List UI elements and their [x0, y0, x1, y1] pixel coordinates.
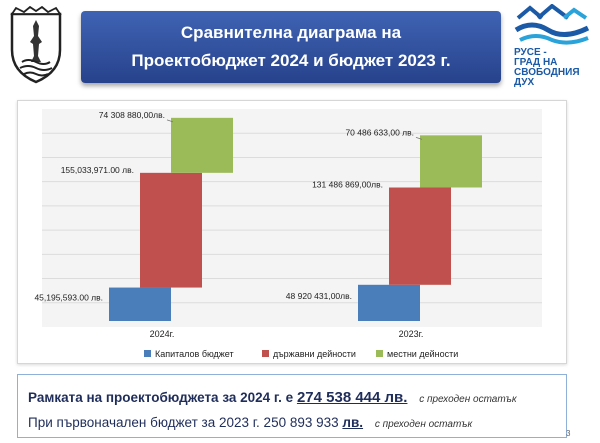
summary-line-2023: При първоначален бюджет за 2023 г. 250 8…	[28, 415, 472, 430]
data-label: 48 920 431,00лв.	[286, 291, 352, 301]
legend-label: държавни дейности	[273, 349, 356, 359]
bar-местни-дейности-2024г.	[171, 117, 233, 173]
summary-note-2024: с преходен остатък	[419, 394, 517, 405]
budget-summary-box: Рамката на проектобюджета за 2024 г. е 2…	[17, 374, 567, 438]
summary-unit-2023: лв.	[342, 415, 364, 430]
summary-line-2024: Рамката на проектобюджета за 2024 г. е 2…	[28, 389, 517, 406]
logo-text: РУСЕ - ГРАД НА СВОБОДНИЯ ДУХ	[514, 47, 580, 88]
category-label: 2023г.	[399, 329, 424, 339]
ruse-coat-of-arms-logo	[8, 5, 64, 86]
title-line-1: Сравнителна диаграма на	[180, 23, 402, 42]
legend-label: Капиталов бюджет	[155, 349, 234, 359]
legend-swatch	[144, 350, 151, 357]
bar-Капиталов-бюджет-2023г.	[358, 284, 420, 321]
data-label: 131 486 869,00лв.	[312, 179, 383, 189]
title-banner: Сравнителна диаграма на Проектобюджет 20…	[81, 11, 501, 83]
chart-frame: 45,195,593.00 лв. 155,033,971.00 лв. 74 30…	[17, 100, 567, 364]
legend-label: местни дейности	[387, 349, 458, 359]
ruse-city-logo: РУСЕ - ГРАД НА СВОБОДНИЯ ДУХ	[508, 3, 596, 90]
summary-text-2024: Рамката на проектобюджета за 2024 г. е	[28, 390, 294, 405]
data-label: 45,195,593.00 лв.	[34, 292, 103, 302]
bar-държавни-дейности-2024г.	[140, 172, 202, 288]
legend-swatch	[262, 350, 269, 357]
leader-line	[166, 119, 174, 123]
category-label: 2024г.	[150, 329, 175, 339]
bar-държавни-дейности-2023г.	[389, 187, 451, 285]
data-label: 155,033,971.00 лв.	[61, 165, 134, 175]
stacked-bar-chart: 45,195,593.00 лв. 155,033,971.00 лв. 74 30…	[34, 109, 542, 359]
summary-amount-2024: 274 538 444 лв.	[296, 389, 408, 406]
wave-logo-icon	[514, 3, 590, 45]
data-label: 74 308 880,00лв.	[99, 110, 165, 120]
summary-text-2023: При първоначален бюджет за 2023 г. 250 8…	[28, 415, 339, 430]
leader-line	[415, 136, 423, 140]
page-number: 3	[566, 429, 571, 438]
legend-swatch	[376, 350, 383, 357]
bar-местни-дейности-2023г.	[420, 135, 482, 188]
data-label: 70 486 633,00 лв.	[345, 127, 414, 137]
bar-Капиталов-бюджет-2024г.	[109, 287, 171, 321]
title-line-2: Проектобюджет 2024 и бюджет 2023 г.	[131, 51, 451, 70]
summary-note-2023: с преходен остатък	[374, 419, 473, 430]
